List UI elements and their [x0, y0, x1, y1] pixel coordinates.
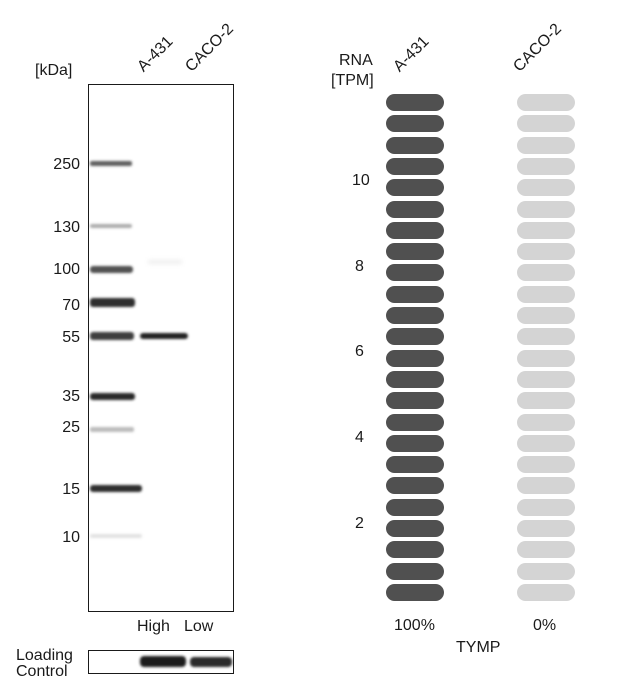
rna-pill — [386, 434, 444, 452]
rna-pill — [517, 94, 575, 111]
rna-pill — [386, 349, 444, 367]
rna-pill — [386, 200, 444, 218]
loading-control-label-line1: Loading — [16, 647, 73, 664]
tpm-tick: 10 — [352, 172, 370, 189]
expression-level-low: Low — [184, 618, 214, 635]
rna-pill — [386, 413, 444, 431]
expression-level-high: High — [137, 618, 170, 635]
percentage-caco2: 0% — [533, 617, 557, 634]
rna-pill — [517, 477, 575, 495]
kda-marker-column: 250 130 100 70 55 35 25 15 10 — [20, 0, 80, 679]
rna-pill — [517, 243, 575, 261]
rna-pill — [517, 520, 575, 537]
ladder-band — [90, 298, 135, 307]
ladder-band — [90, 485, 142, 492]
loading-band — [190, 657, 232, 667]
rna-lane-label-a431: A-431 — [390, 33, 433, 76]
rna-pill — [517, 498, 575, 516]
rna-pill — [517, 285, 575, 303]
rna-pill — [517, 328, 575, 346]
rna-pill — [386, 179, 444, 197]
rna-pill — [386, 520, 444, 537]
percentage-a431: 100% — [394, 617, 435, 634]
rna-pill — [386, 456, 444, 474]
kda-marker: 250 — [53, 156, 80, 173]
rna-pill — [517, 434, 575, 452]
rna-pill — [517, 349, 575, 367]
rna-pill — [517, 179, 575, 197]
ladder-lane — [90, 161, 142, 538]
rna-pill — [386, 541, 444, 559]
rna-pill — [386, 157, 444, 175]
rna-pill — [517, 456, 575, 474]
ladder-band — [90, 224, 132, 228]
rna-pill — [386, 136, 444, 154]
rna-pill — [386, 94, 444, 111]
gene-name: TYMP — [456, 639, 501, 656]
kda-marker: 55 — [62, 329, 80, 346]
rna-pill — [517, 157, 575, 175]
tpm-tick: 8 — [355, 258, 364, 275]
rna-pill — [517, 307, 575, 324]
kda-marker: 35 — [62, 388, 80, 405]
rna-pill — [517, 413, 575, 431]
rna-pill — [386, 285, 444, 303]
ladder-band — [90, 534, 142, 538]
rna-pill — [386, 221, 444, 239]
rna-pill — [386, 115, 444, 133]
blot-lane-label-caco2: CACO-2 — [182, 20, 238, 76]
tpm-tick: 2 — [355, 515, 364, 532]
tpm-tick: 6 — [355, 343, 364, 360]
loading-band — [140, 656, 186, 667]
kda-marker: 70 — [62, 297, 80, 314]
rna-pill — [386, 307, 444, 324]
loading-control-blot — [88, 650, 234, 674]
ladder-band — [90, 161, 132, 166]
ladder-band — [90, 427, 134, 432]
kda-marker: 15 — [62, 481, 80, 498]
rna-pill — [386, 562, 444, 580]
rna-pill — [386, 264, 444, 282]
rna-pill — [517, 583, 575, 601]
kda-marker: 130 — [53, 219, 80, 236]
rna-pill — [517, 264, 575, 282]
rna-pill — [517, 115, 575, 133]
rna-pill — [386, 583, 444, 601]
kda-unit-label: [kDa] — [35, 62, 73, 79]
kda-marker: 100 — [53, 261, 80, 278]
blot-lane-label-a431: A-431 — [134, 33, 177, 76]
rna-pill — [386, 392, 444, 410]
ladder-band — [90, 332, 134, 340]
a431-band — [140, 333, 188, 339]
rna-pill — [517, 562, 575, 580]
rna-pill — [517, 541, 575, 559]
rna-pill — [517, 392, 575, 410]
ladder-band — [90, 393, 135, 400]
rna-pill — [386, 498, 444, 516]
rna-header-line1: RNA — [339, 52, 373, 69]
kda-marker: 10 — [62, 529, 80, 546]
rna-pill — [386, 370, 444, 388]
rna-lane-label-caco2: CACO-2 — [510, 20, 566, 76]
blot-membrane — [88, 84, 234, 612]
rna-pill — [517, 136, 575, 154]
rna-pill — [517, 200, 575, 218]
rna-pill — [386, 328, 444, 346]
tpm-tick: 4 — [355, 429, 364, 446]
rna-header-line2: [TPM] — [331, 72, 374, 89]
rna-pill — [517, 370, 575, 388]
loading-control-label-line2: Control — [16, 663, 68, 680]
rna-pill — [386, 243, 444, 261]
rna-pill — [386, 477, 444, 495]
ladder-band — [90, 266, 133, 273]
rna-pill — [517, 221, 575, 239]
kda-marker: 25 — [62, 419, 80, 436]
